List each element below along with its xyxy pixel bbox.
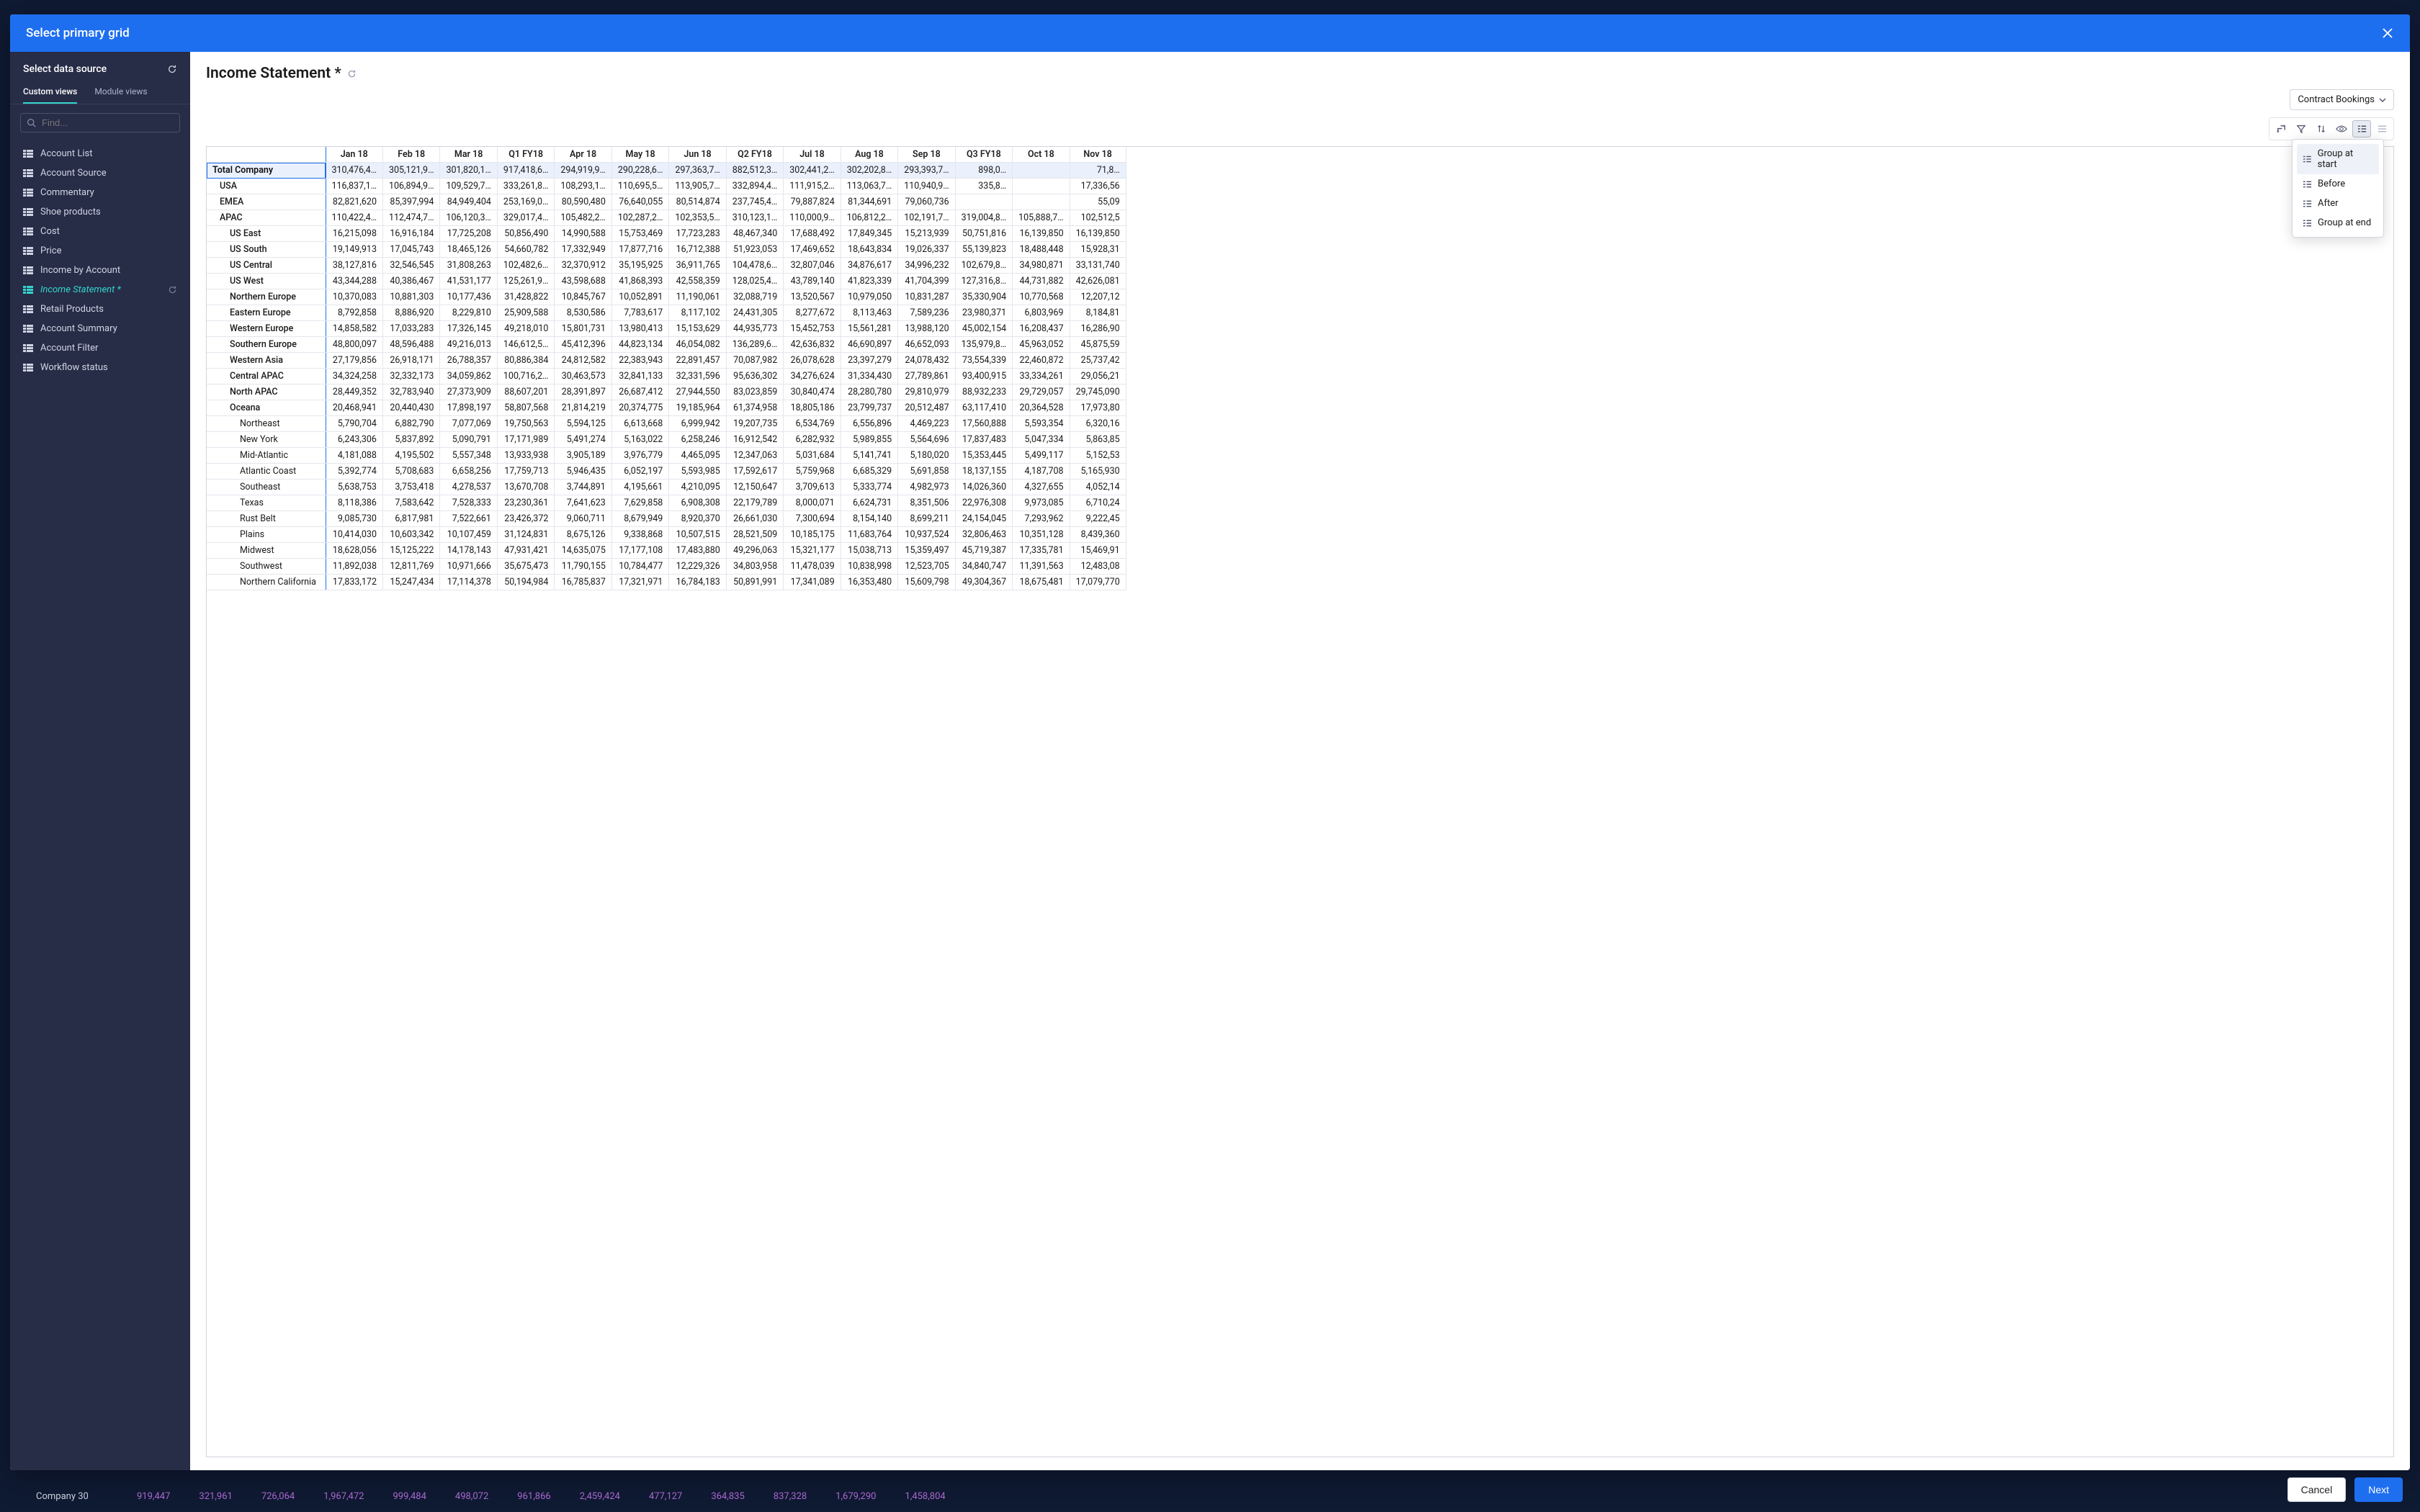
next-button[interactable]: Next [2354, 1477, 2403, 1502]
table-row[interactable]: US West43,344,28840,386,46741,531,177125… [207, 274, 1126, 289]
search-icon [27, 118, 36, 127]
table-row[interactable]: Oceana20,468,94120,440,43017,898,19758,8… [207, 400, 1126, 416]
table-row[interactable]: New York6,243,3065,837,8925,090,79117,17… [207, 432, 1126, 448]
grid[interactable]: Jan 18Feb 18Mar 18Q1 FY18Apr 18May 18Jun… [206, 146, 2394, 1457]
table-row[interactable]: US Central38,127,81632,546,54531,808,263… [207, 258, 1126, 274]
group-icon[interactable] [2352, 120, 2371, 138]
contract-bookings-dropdown[interactable]: Contract Bookings [2290, 89, 2394, 110]
search-input-wrap[interactable] [20, 113, 180, 132]
table-body: Total Company310,476,4…305,121,9…301,820… [207, 163, 1126, 590]
table-row[interactable]: Atlantic Coast5,392,7745,708,6836,658,25… [207, 464, 1126, 480]
column-header[interactable]: May 18 [611, 147, 668, 163]
table-row[interactable]: EMEA82,821,62085,397,99484,949,404253,16… [207, 194, 1126, 210]
page-title: Income Statement * [190, 52, 2410, 85]
sidebar-item[interactable]: Retail Products [10, 300, 190, 319]
column-header[interactable]: Jun 18 [669, 147, 726, 163]
popup-item[interactable]: Before [2297, 174, 2379, 194]
refresh-icon[interactable] [347, 69, 357, 78]
column-header[interactable]: Q2 FY18 [726, 147, 783, 163]
show-hide-icon[interactable] [2332, 120, 2351, 138]
table-row[interactable]: US South19,149,91317,045,74318,465,12654… [207, 242, 1126, 258]
table-row[interactable]: Total Company310,476,4…305,121,9…301,820… [207, 163, 1126, 179]
close-icon[interactable] [2381, 27, 2394, 40]
table-row[interactable]: Rust Belt9,085,7306,817,9817,522,66123,4… [207, 511, 1126, 527]
table-row[interactable]: Midwest18,628,05615,125,22214,178,14347,… [207, 543, 1126, 559]
sidebar-item[interactable]: Income by Account [10, 261, 190, 280]
main: Income Statement * Contract Bookings [190, 52, 2410, 1470]
search-input[interactable] [42, 117, 174, 128]
table-row[interactable]: Central APAC34,324,25832,332,17334,059,8… [207, 369, 1126, 384]
pivot-icon[interactable] [2272, 120, 2290, 138]
table-row[interactable]: APAC110,422,4…112,474,7…106,120,3…329,01… [207, 210, 1126, 226]
footer: Cancel Next [2287, 1477, 2403, 1502]
sidebar-tab[interactable]: Module views [94, 82, 147, 104]
sort-icon[interactable] [2312, 120, 2331, 138]
sidebar-list: Account ListAccount SourceCommentaryShoe… [10, 141, 190, 380]
table-row[interactable]: Texas8,118,3867,583,6427,528,33323,230,3… [207, 495, 1126, 511]
column-header[interactable]: Oct 18 [1013, 147, 1070, 163]
table-row[interactable]: Northern Europe10,370,08310,881,30310,17… [207, 289, 1126, 305]
column-header[interactable]: Nov 18 [1070, 147, 1126, 163]
sidebar-tab[interactable]: Custom views [23, 82, 77, 104]
table-row[interactable]: Western Europe14,858,58217,033,28317,326… [207, 321, 1126, 337]
modal-header: Select primary grid [10, 14, 2410, 52]
sidebar-item[interactable]: Cost [10, 222, 190, 241]
sidebar-title: Select data source [10, 52, 190, 82]
table-row[interactable]: USA116,837,1…106,894,9…109,529,7…333,261… [207, 179, 1126, 194]
sidebar-item[interactable]: Income Statement * [10, 280, 190, 300]
popup-item[interactable]: Group at start [2297, 144, 2379, 174]
sidebar-item[interactable]: Account Filter [10, 338, 190, 358]
chevron-down-icon [2379, 96, 2386, 104]
table-row[interactable]: Mid-Atlantic4,181,0884,195,5025,557,3481… [207, 448, 1126, 464]
refresh-icon[interactable] [167, 64, 177, 74]
toolbar: Group at startBeforeAfterGroup at end [190, 117, 2410, 140]
column-header[interactable]: Jan 18 [326, 147, 382, 163]
sidebar-item[interactable]: Account Summary [10, 319, 190, 338]
sidebar: Select data source Custom views Module vi… [10, 52, 190, 1470]
column-header[interactable]: Aug 18 [841, 147, 897, 163]
filter-icon[interactable] [2292, 120, 2311, 138]
column-header[interactable]: Feb 18 [382, 147, 439, 163]
table-row[interactable]: Southeast5,638,7533,753,4184,278,53713,6… [207, 480, 1126, 495]
sidebar-item[interactable]: Shoe products [10, 202, 190, 222]
backdrop-row: Company 30 919,447321,961726,0641,967,47… [0, 1490, 2420, 1503]
table-row[interactable]: North APAC28,449,35232,783,94027,373,909… [207, 384, 1126, 400]
cancel-button[interactable]: Cancel [2287, 1477, 2347, 1502]
list-icon[interactable] [2372, 120, 2391, 138]
table-row[interactable]: Northeast5,790,7046,882,7907,077,06919,7… [207, 416, 1126, 432]
sidebar-item[interactable]: Workflow status [10, 358, 190, 377]
popup-item[interactable]: After [2297, 194, 2379, 213]
sidebar-item[interactable]: Price [10, 241, 190, 261]
popup-item[interactable]: Group at end [2297, 213, 2379, 233]
column-header[interactable]: Sep 18 [898, 147, 955, 163]
table-row[interactable]: Southwest11,892,03812,811,76910,971,6663… [207, 559, 1126, 575]
column-header[interactable]: Q1 FY18 [497, 147, 554, 163]
column-header[interactable]: Jul 18 [784, 147, 841, 163]
sidebar-item[interactable]: Account Source [10, 163, 190, 183]
backdrop-row-label: Company 30 [36, 1491, 108, 1502]
table-row[interactable]: Western Asia27,179,85626,918,17126,788,3… [207, 353, 1126, 369]
table-row[interactable]: Southern Europe48,800,09748,596,48849,21… [207, 337, 1126, 353]
data-table: Jan 18Feb 18Mar 18Q1 FY18Apr 18May 18Jun… [207, 147, 1126, 590]
refresh-icon[interactable] [168, 285, 177, 294]
table-row[interactable]: Eastern Europe8,792,8588,886,9208,229,81… [207, 305, 1126, 321]
group-popup: Group at startBeforeAfterGroup at end [2292, 139, 2384, 238]
header-row: Jan 18Feb 18Mar 18Q1 FY18Apr 18May 18Jun… [207, 147, 1126, 163]
column-header[interactable]: Q3 FY18 [955, 147, 1012, 163]
table-row[interactable]: Northern California17,833,17215,247,4341… [207, 575, 1126, 590]
sidebar-tabs: Custom views Module views [10, 82, 190, 104]
modal: Select primary grid Select data source C… [10, 14, 2410, 1470]
table-row[interactable]: US East16,215,09816,916,18417,725,20850,… [207, 226, 1126, 242]
table-row[interactable]: Plains10,414,03010,603,34210,107,45931,1… [207, 527, 1126, 543]
column-header[interactable]: Mar 18 [440, 147, 497, 163]
modal-title: Select primary grid [26, 26, 130, 40]
sidebar-item[interactable]: Account List [10, 144, 190, 163]
column-header[interactable]: Apr 18 [555, 147, 611, 163]
sidebar-item[interactable]: Commentary [10, 183, 190, 202]
